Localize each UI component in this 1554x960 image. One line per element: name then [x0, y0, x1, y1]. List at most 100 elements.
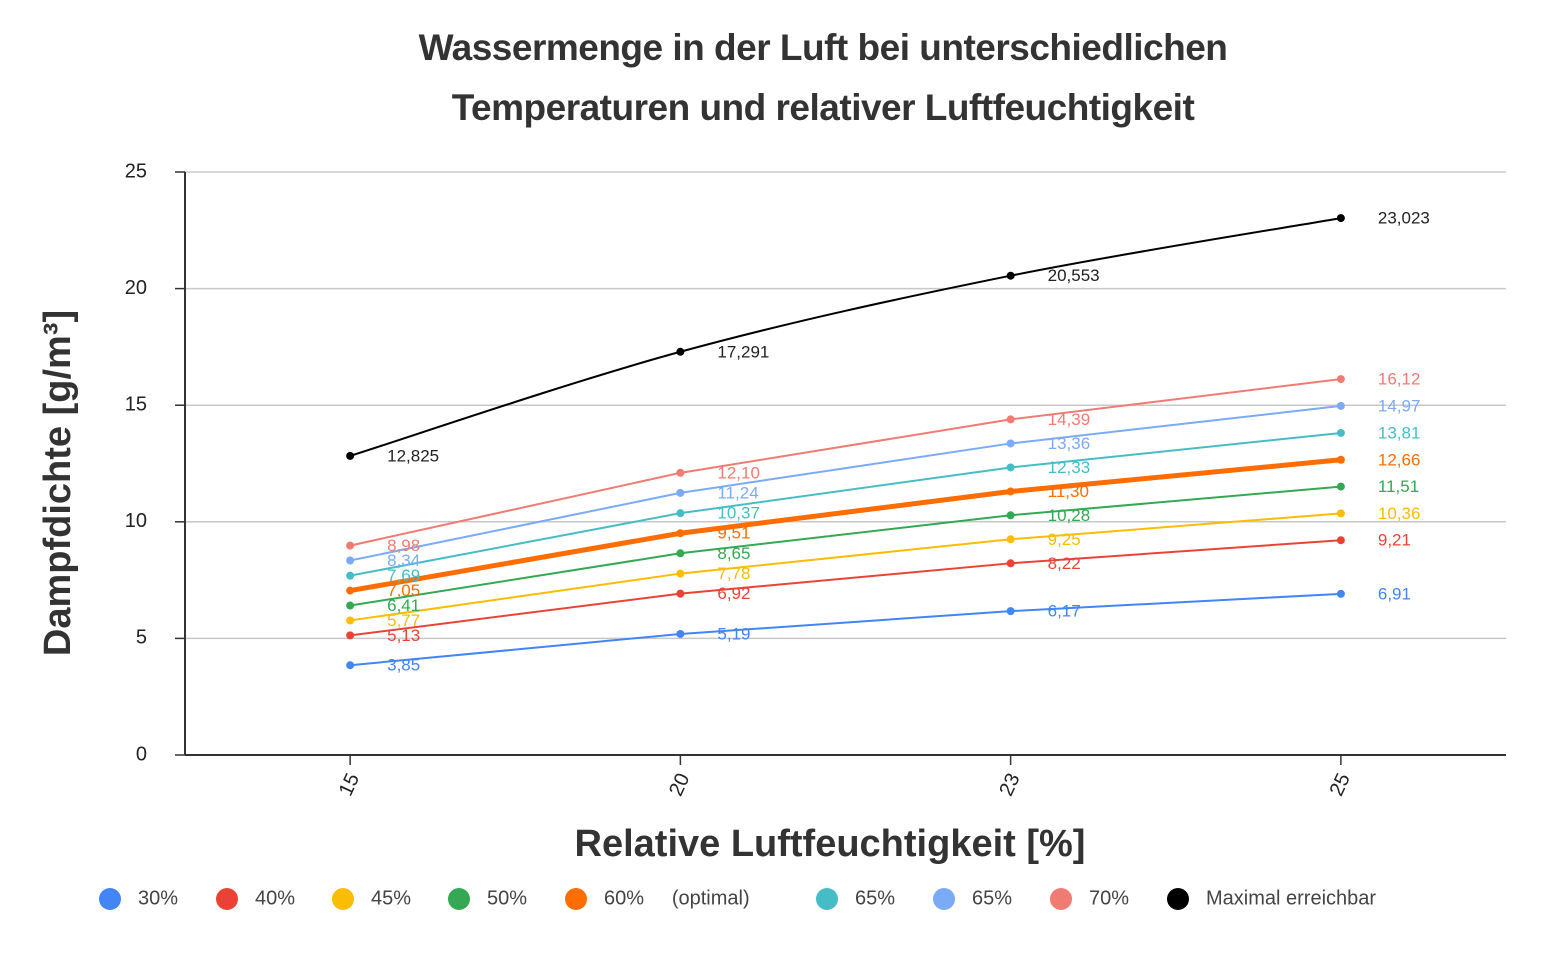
- data-label: 10,36: [1378, 504, 1421, 523]
- legend-label: 50%: [487, 887, 527, 909]
- data-point: [346, 571, 355, 580]
- y-tick-label: 10: [125, 510, 147, 532]
- legend-label: 65%: [972, 887, 1012, 909]
- y-tick-label: 5: [136, 627, 147, 649]
- data-label: 9,21: [1378, 531, 1411, 550]
- series-line: [349, 539, 1341, 637]
- data-label: 12,66: [1378, 450, 1421, 469]
- data-label: 20,553: [1048, 266, 1100, 285]
- data-point: [1006, 463, 1015, 472]
- data-label: 5,19: [717, 624, 750, 643]
- data-label: 8,34: [387, 551, 420, 570]
- data-point: [346, 616, 355, 625]
- data-point: [1336, 455, 1345, 464]
- data-point: [1336, 214, 1345, 223]
- data-point: [676, 589, 685, 598]
- data-label: 7,69: [387, 566, 420, 585]
- data-point: [1006, 487, 1015, 496]
- data-point: [346, 451, 355, 460]
- data-point: [346, 556, 355, 565]
- legend-marker: [1167, 888, 1189, 910]
- data-point: [676, 468, 685, 477]
- data-label: 16,12: [1378, 370, 1421, 389]
- data-label: 10,28: [1048, 506, 1091, 525]
- data-point: [1006, 439, 1015, 448]
- data-label: 6,91: [1378, 584, 1411, 603]
- data-label: 6,92: [717, 584, 750, 603]
- data-point: [1006, 271, 1015, 280]
- legend-marker: [1050, 888, 1072, 910]
- data-point: [1336, 536, 1345, 545]
- data-point: [676, 629, 685, 638]
- data-point: [1336, 589, 1345, 598]
- data-label: 7,78: [717, 564, 750, 583]
- series-line: [349, 457, 1342, 594]
- legend-label: 45%: [371, 887, 411, 909]
- data-label: 5,77: [387, 611, 420, 630]
- data-point: [1336, 482, 1345, 491]
- legend-label: 70%: [1089, 887, 1129, 909]
- series-line: [349, 378, 1342, 547]
- data-point: [1006, 415, 1015, 424]
- legend-label: 65%: [855, 887, 895, 909]
- legend-marker: [99, 888, 121, 910]
- legend-label: 40%: [255, 887, 295, 909]
- x-tick-label: 15: [335, 770, 364, 799]
- y-axis-title: Dampfdichte [g/m³]: [37, 310, 79, 656]
- data-point: [676, 569, 685, 578]
- data-label: 9,25: [1048, 530, 1081, 549]
- data-label: 17,291: [717, 342, 769, 361]
- data-point: [676, 549, 685, 558]
- data-point: [676, 488, 685, 497]
- data-label: 3,85: [387, 656, 420, 675]
- data-point: [1006, 511, 1015, 520]
- x-tick-label: 25: [1326, 770, 1355, 799]
- legend-marker: [332, 888, 354, 910]
- data-label: 12,10: [717, 463, 760, 482]
- data-label: 12,33: [1048, 458, 1091, 477]
- legend-marker: [216, 888, 238, 910]
- data-label: 11,51: [1378, 477, 1419, 496]
- x-tick-label: 23: [995, 770, 1024, 799]
- legend-label: 60% (optimal): [604, 887, 750, 909]
- data-label: 12,825: [387, 446, 439, 465]
- data-label: 23,023: [1378, 209, 1430, 228]
- legend-marker: [448, 888, 470, 910]
- legend-label: Maximal erreichbar: [1206, 887, 1376, 909]
- data-label: 11,30: [1048, 482, 1089, 501]
- data-label: 9,51: [717, 524, 750, 543]
- data-label: 13,81: [1378, 423, 1421, 442]
- series-line: [350, 592, 1341, 667]
- data-point: [346, 586, 355, 595]
- data-label: 8,98: [387, 536, 420, 555]
- x-tick-label: 20: [665, 770, 694, 799]
- data-point: [676, 509, 685, 518]
- data-label: 10,37: [717, 504, 760, 523]
- data-label: 7,05: [387, 581, 420, 600]
- data-point: [346, 541, 355, 550]
- data-label: 11,24: [717, 483, 758, 502]
- legend-label: 30%: [138, 887, 178, 909]
- series-line: [349, 217, 1342, 457]
- y-tick-label: 15: [125, 393, 147, 415]
- data-point: [346, 631, 355, 640]
- legend-marker: [816, 888, 838, 910]
- data-point: [1336, 375, 1345, 384]
- data-point: [1006, 607, 1015, 616]
- data-label: 13,36: [1048, 434, 1091, 453]
- data-label: 14,97: [1378, 396, 1421, 415]
- data-point: [1006, 535, 1015, 544]
- legend-marker: [933, 888, 955, 910]
- series-line: [349, 404, 1341, 562]
- x-axis-title: Relative Luftfeuchtigkeit [%]: [575, 823, 1086, 865]
- y-tick-label: 25: [125, 160, 147, 182]
- data-point: [1336, 401, 1345, 410]
- data-label: 14,39: [1048, 410, 1091, 429]
- y-tick-label: 20: [125, 277, 147, 299]
- data-point: [346, 601, 355, 610]
- y-tick-label: 0: [136, 743, 147, 765]
- data-point: [346, 661, 355, 670]
- series-line: [349, 431, 1341, 577]
